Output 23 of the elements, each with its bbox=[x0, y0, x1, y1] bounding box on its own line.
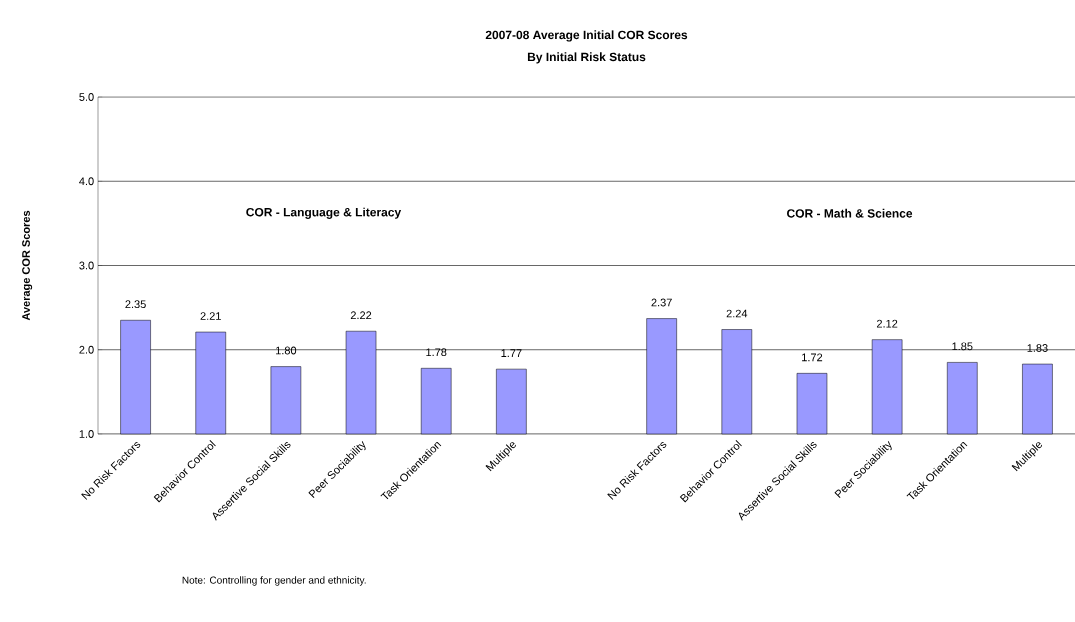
data-label: 2.12 bbox=[876, 319, 898, 328]
annotation: COR - Math & Science bbox=[787, 208, 913, 218]
data-label: 2.21 bbox=[200, 312, 221, 320]
y-tick-label: 3.0 bbox=[79, 261, 94, 270]
data-label: 1.77 bbox=[501, 349, 522, 357]
data-label: 2.24 bbox=[726, 309, 748, 318]
data-label: 2.37 bbox=[651, 298, 672, 307]
chart-title: 2007-08 Average Initial COR Scores bbox=[485, 30, 688, 42]
y-axis-title: Average COR Scores bbox=[22, 210, 33, 321]
data-label: 1.78 bbox=[426, 348, 447, 357]
data-label: 1.85 bbox=[952, 342, 973, 351]
y-tick-label: 5.0 bbox=[79, 93, 94, 101]
y-tick-label: 4.0 bbox=[79, 177, 94, 186]
y-tick-label: 1.0 bbox=[79, 430, 94, 438]
data-label: 1.72 bbox=[802, 353, 823, 362]
data-label: 1.80 bbox=[276, 346, 297, 355]
y-tick-label: 2.0 bbox=[79, 345, 94, 354]
data-label: 1.83 bbox=[1027, 344, 1048, 352]
annotation: COR - Language & Literacy bbox=[246, 207, 402, 219]
chart-subtitle: By Initial Risk Status bbox=[527, 52, 646, 64]
data-label: 2.22 bbox=[350, 311, 372, 320]
data-label: 2.35 bbox=[125, 300, 146, 309]
text: Note: Controlling for gender and ethnicity. bbox=[182, 576, 366, 586]
